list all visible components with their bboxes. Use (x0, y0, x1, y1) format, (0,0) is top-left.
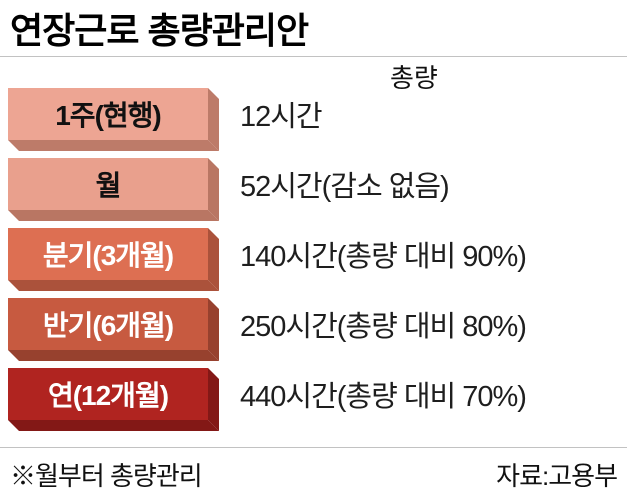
period-bar: 반기(6개월) (8, 298, 219, 361)
footnote: ※월부터 총량관리 (10, 461, 203, 490)
bar-bottom-face (8, 140, 219, 151)
rows-container: 1주(현행) 12시간 월 52시간(감소 없음) 분기(3개월) 140시간(… (8, 88, 619, 438)
period-label: 반기(6개월) (42, 310, 174, 341)
page-title: 연장근로 총량관리안 (10, 10, 309, 51)
bar-bottom-face (8, 280, 219, 291)
table-row: 분기(3개월) 140시간(총량 대비 90%) (8, 228, 619, 291)
period-label: 월 (95, 170, 122, 201)
hours-value: 52시간(감소 없음) (240, 171, 450, 203)
period-label: 1주(현행) (55, 100, 162, 131)
top-divider (0, 56, 627, 57)
source: 자료:고용부 (496, 461, 618, 490)
column-header: 총량 (390, 63, 438, 93)
bar-bottom-face (8, 210, 219, 221)
hours-value: 140시간(총량 대비 90%) (240, 241, 527, 273)
table-row: 연(12개월) 440시간(총량 대비 70%) (8, 368, 619, 431)
period-label: 연(12개월) (47, 380, 169, 411)
hours-value: 12시간 (240, 101, 323, 133)
bottom-divider (0, 447, 627, 448)
table-row: 1주(현행) 12시간 (8, 88, 619, 151)
period-bar: 연(12개월) (8, 368, 219, 431)
period-bar: 분기(3개월) (8, 228, 219, 291)
period-label: 분기(3개월) (42, 240, 174, 271)
period-bar: 월 (8, 158, 219, 221)
bar-bottom-face (8, 350, 219, 361)
bar-bottom-face (8, 420, 219, 431)
hours-value: 440시간(총량 대비 70%) (240, 381, 527, 413)
table-row: 월 52시간(감소 없음) (8, 158, 619, 221)
table-row: 반기(6개월) 250시간(총량 대비 80%) (8, 298, 619, 361)
period-bar: 1주(현행) (8, 88, 219, 151)
hours-value: 250시간(총량 대비 80%) (240, 311, 527, 343)
